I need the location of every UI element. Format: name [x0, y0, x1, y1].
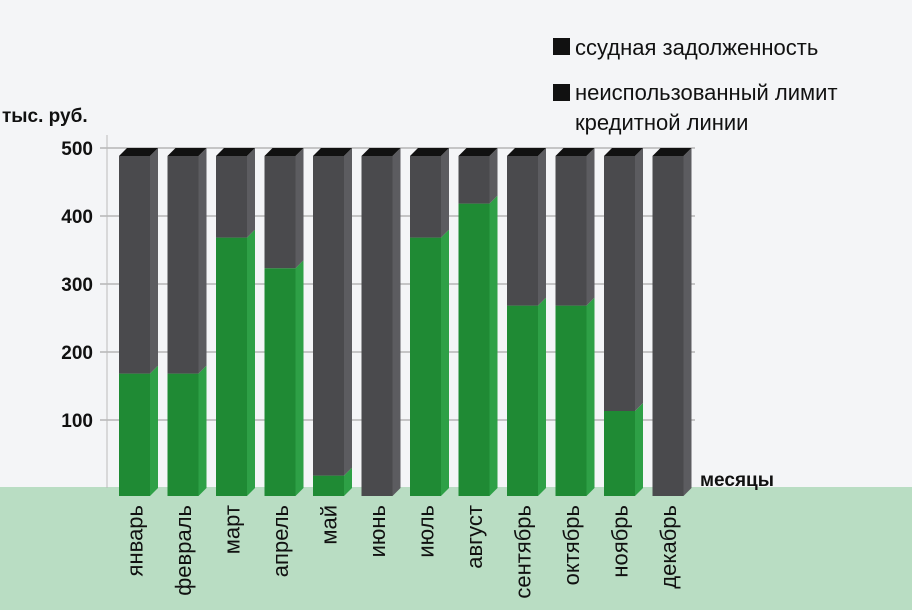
x-tick-label: ноябрь [608, 505, 633, 578]
bar-group-6 [410, 148, 449, 496]
y-tick-label: 100 [61, 411, 93, 432]
bar-side [538, 148, 546, 306]
bar-unused-limit [458, 156, 490, 204]
bar-side [344, 148, 352, 476]
bar-side [441, 148, 449, 238]
bar-top-cap [216, 148, 255, 156]
x-tick-label: август [462, 505, 487, 569]
bar-top-cap [507, 148, 546, 156]
bar-side [586, 148, 595, 306]
bar-group-10 [604, 148, 643, 496]
bar-group-8 [507, 148, 546, 496]
bar-top-cap [119, 148, 158, 156]
bar-side [489, 195, 498, 496]
legend: ссудная задолженность неиспользованный л… [553, 35, 838, 135]
bar-unused-limit [507, 156, 538, 306]
bar-side [295, 260, 304, 496]
legend-label-unused-limit-1: неиспользованный лимит [575, 80, 838, 105]
bar-side [392, 148, 401, 496]
bar-unused-limit [119, 156, 150, 374]
bar-top-cap [652, 148, 692, 156]
bar-side [295, 148, 304, 269]
bar-group-2 [216, 148, 255, 496]
bar-unused-limit [313, 156, 344, 476]
y-tick-label: 500 [61, 139, 93, 160]
bar-side [538, 297, 546, 496]
y-tick-label: 300 [61, 275, 93, 296]
bar-top-cap [555, 148, 595, 156]
bar-group-0 [119, 148, 158, 496]
bar-top-cap [458, 148, 498, 156]
bar-group-5 [361, 148, 401, 496]
bar-side [150, 365, 158, 496]
x-axis-label: месяцы [700, 470, 774, 491]
bar-side [441, 229, 449, 496]
bar-unused-limit [555, 156, 587, 306]
bar-unused-limit [167, 156, 199, 374]
bar-group-9 [555, 148, 595, 496]
bar-loan [216, 237, 247, 496]
y-axis-label: тыс. руб. [2, 106, 88, 127]
bar-side [247, 229, 255, 496]
x-tick-label: июнь [365, 505, 390, 557]
bar-loan [507, 305, 538, 496]
y-tick-label: 200 [61, 343, 93, 364]
bar-unused-limit [216, 156, 247, 238]
legend-label-unused-limit-2: кредитной линии [575, 110, 748, 135]
bar-group-1 [167, 148, 207, 496]
x-tick-label: январь [123, 505, 148, 576]
bar-side [247, 148, 255, 238]
bar-loan [555, 305, 587, 496]
bar-side [635, 148, 643, 411]
bar-top-cap [313, 148, 352, 156]
x-tick-label: декабрь [656, 505, 681, 589]
bar-unused-limit [604, 156, 635, 411]
y-tick-label: 400 [61, 207, 93, 228]
x-tick-label: июль [414, 505, 439, 558]
bar-top-cap [167, 148, 207, 156]
bar-unused-limit [652, 156, 684, 496]
x-tick-label: март [220, 505, 245, 554]
x-tick-label: апрель [268, 505, 293, 577]
bar-side [635, 403, 643, 496]
legend-swatch-loan [553, 38, 570, 55]
bar-top-cap [264, 148, 304, 156]
bar-side [344, 467, 352, 496]
bar-loan [604, 411, 635, 496]
bottom-green-band [0, 487, 912, 610]
bar-side [150, 148, 158, 374]
bar-top-cap [410, 148, 449, 156]
legend-swatch-unused-limit [553, 84, 570, 101]
x-tick-label: сентябрь [511, 505, 536, 599]
x-tick-label: октябрь [559, 505, 584, 585]
bar-side [489, 148, 498, 204]
bar-side [198, 148, 207, 374]
bar-side [198, 365, 207, 496]
legend-label-loan: ссудная задолженность [575, 35, 818, 60]
bar-group-11 [652, 148, 692, 496]
x-tick-label: май [317, 505, 342, 545]
bar-loan [119, 373, 150, 496]
bar-group-3 [264, 148, 304, 496]
bar-loan [313, 475, 344, 496]
bar-loan [410, 237, 441, 496]
x-tick-label: февраль [171, 505, 196, 596]
bar-group-7 [458, 148, 498, 496]
bar-loan [167, 373, 199, 496]
bar-unused-limit [361, 156, 393, 496]
bar-group-4 [313, 148, 352, 496]
bar-top-cap [604, 148, 643, 156]
bar-unused-limit [410, 156, 441, 238]
bar-loan [458, 203, 490, 496]
bar-loan [264, 268, 296, 496]
bar-side [586, 297, 595, 496]
bar-unused-limit [264, 156, 296, 269]
bar-side [683, 148, 692, 496]
bar-top-cap [361, 148, 401, 156]
